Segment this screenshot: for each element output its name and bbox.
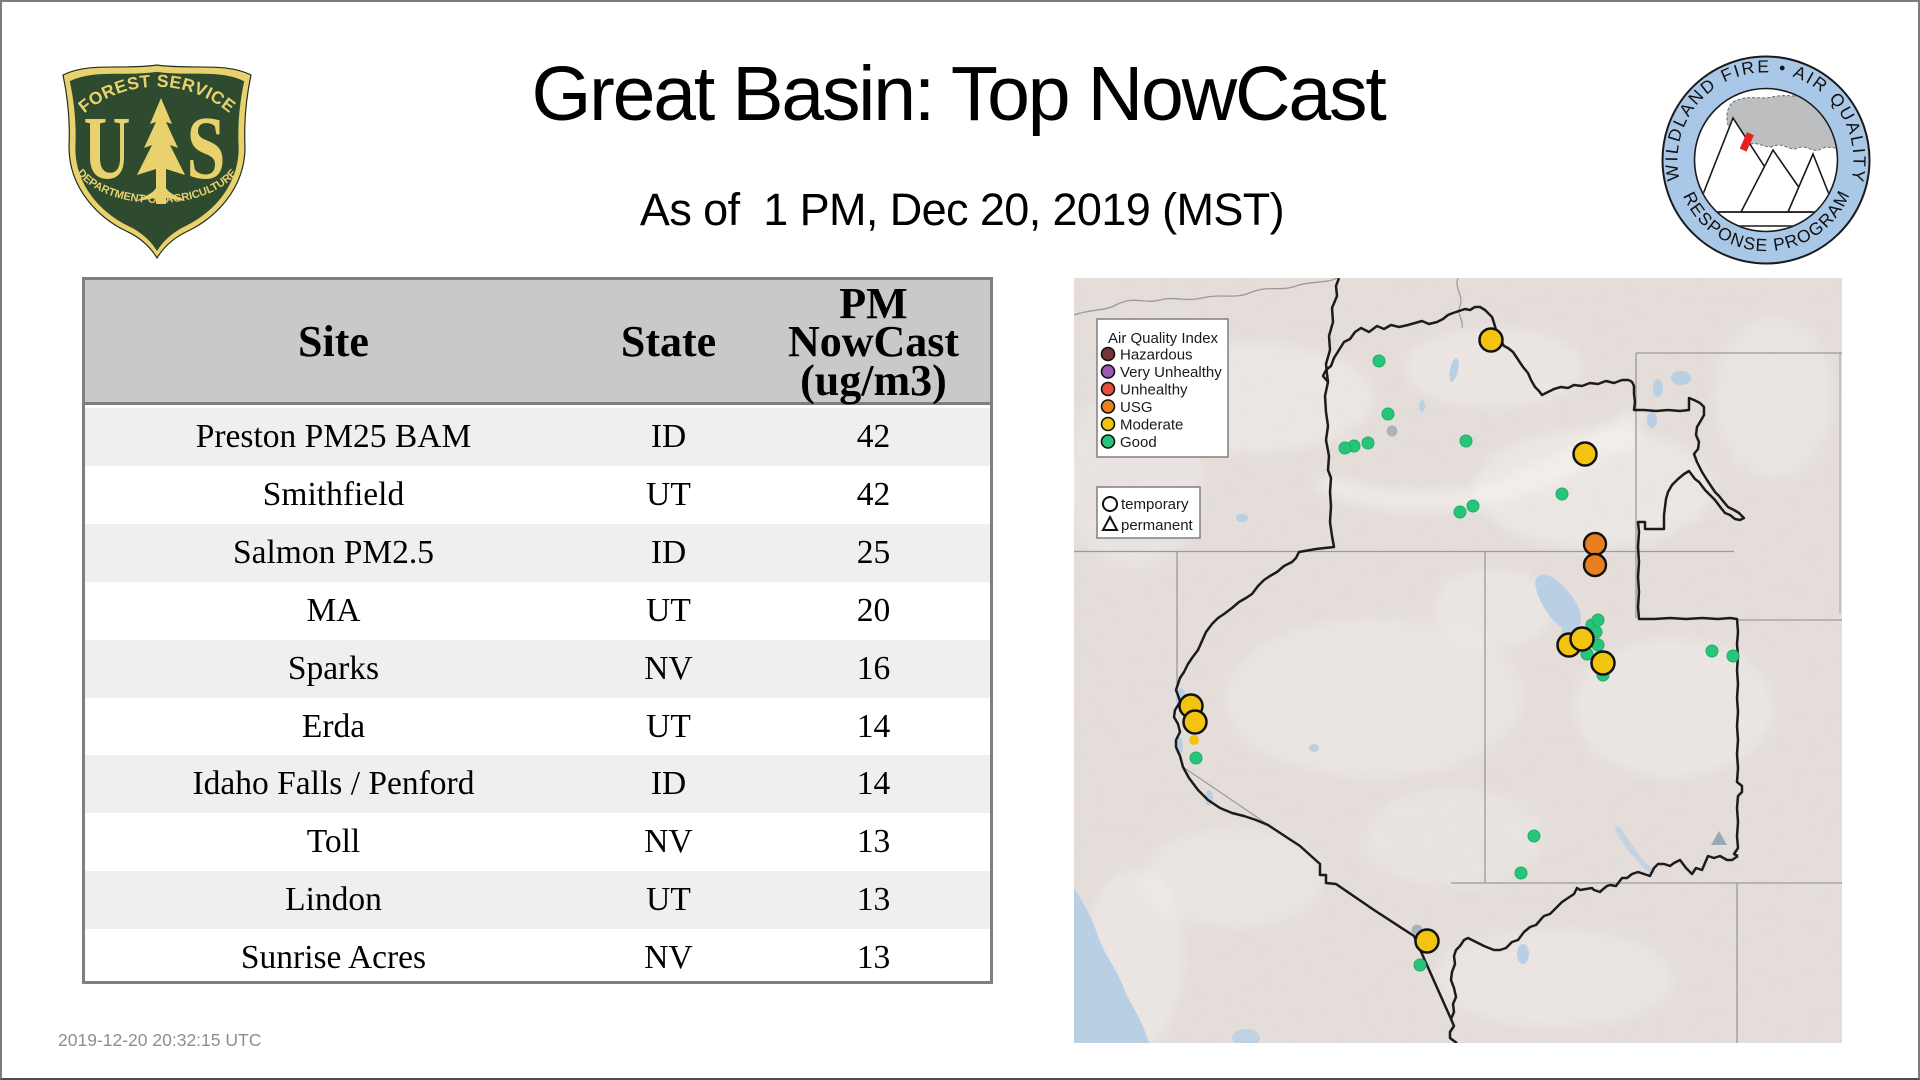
svg-text:Moderate: Moderate	[1120, 417, 1183, 434]
svg-text:Good: Good	[1120, 434, 1157, 451]
svg-text:U: U	[84, 98, 131, 198]
svg-text:permanent: permanent	[1121, 517, 1194, 534]
svg-text:USG: USG	[1120, 399, 1153, 416]
svg-text:temporary: temporary	[1121, 496, 1189, 513]
svg-text:Very Unhealthy: Very Unhealthy	[1120, 364, 1222, 381]
svg-text:Air Quality Index: Air Quality Index	[1108, 330, 1219, 347]
svg-text:Hazardous: Hazardous	[1120, 347, 1193, 364]
svg-text:S: S	[186, 99, 225, 198]
svg-text:Unhealthy: Unhealthy	[1120, 382, 1188, 399]
